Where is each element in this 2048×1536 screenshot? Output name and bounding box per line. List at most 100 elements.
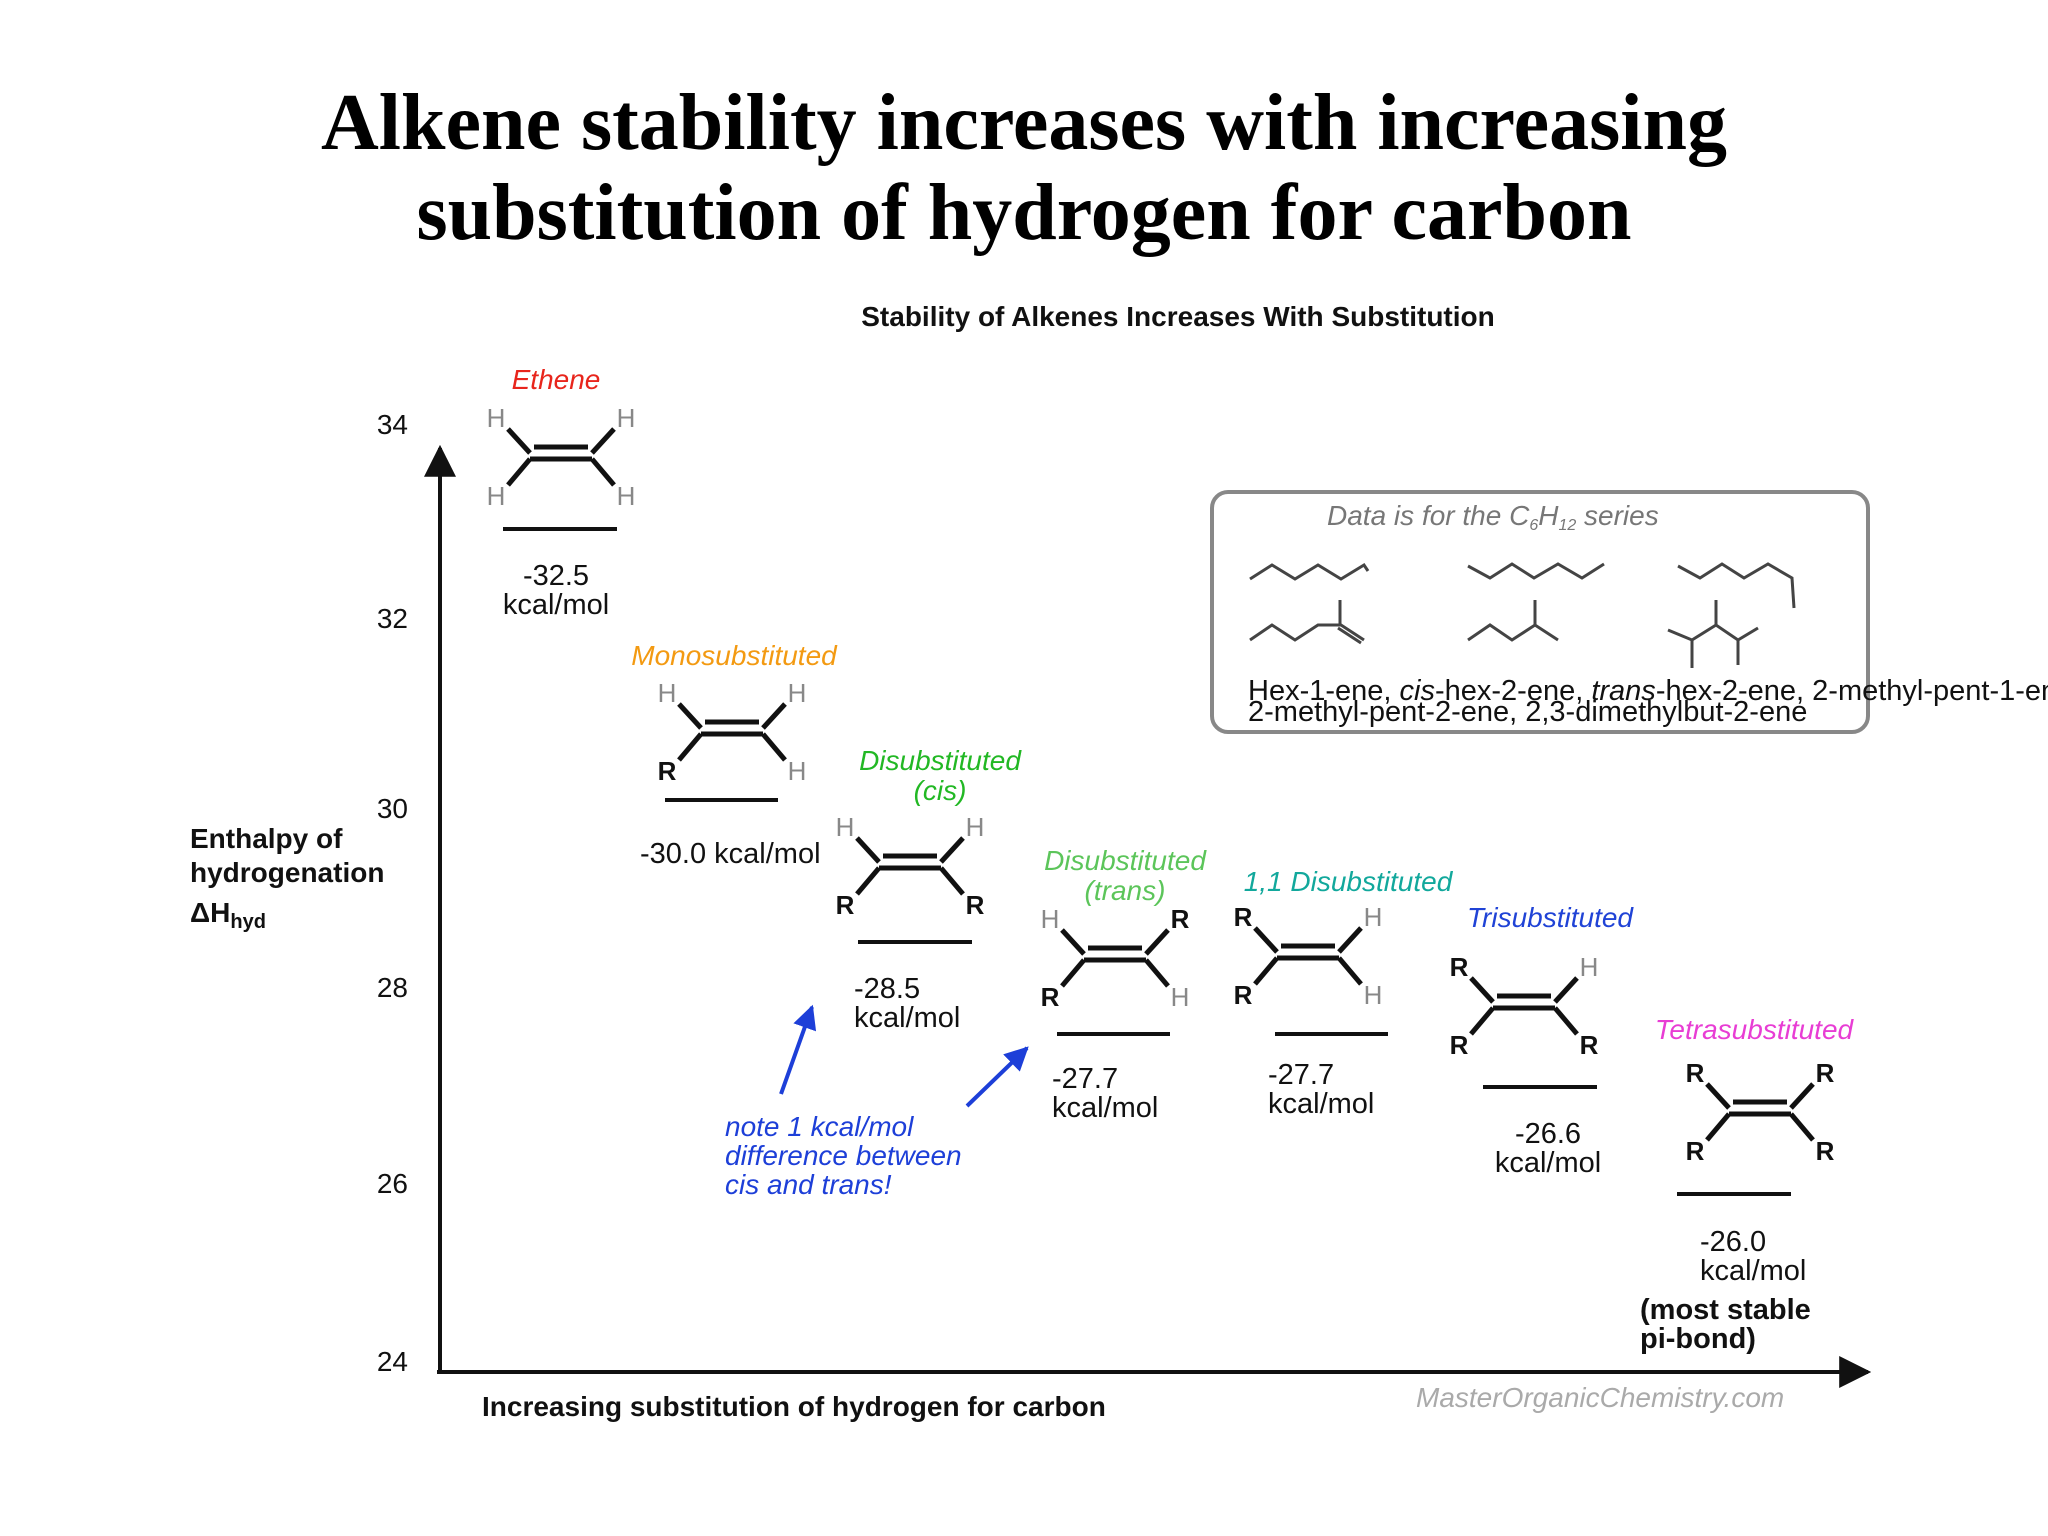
annotation-note-line: difference between xyxy=(725,1140,962,1171)
level-name: 1,1 Disubstituted xyxy=(1244,866,1454,897)
level-value: -27.7 xyxy=(1268,1059,1334,1091)
y-tick-label: 24 xyxy=(377,1346,408,1377)
level-name: Monosubstituted xyxy=(631,640,838,671)
hydrogen-atom: H xyxy=(836,812,855,842)
hydrogen-atom: H xyxy=(966,812,985,842)
substituent-bond xyxy=(939,836,965,864)
level-name: (trans) xyxy=(1085,875,1166,906)
x-axis-label: Increasing substitution of hydrogen for … xyxy=(482,1391,1106,1422)
watermark: MasterOrganicChemistry.com xyxy=(1416,1382,1784,1413)
r-group-atom: R xyxy=(966,890,985,920)
level-name: Disubstituted xyxy=(1044,845,1207,876)
substituent-bond xyxy=(1469,1006,1495,1036)
annotation-note-line: note 1 kcal/mol xyxy=(725,1111,914,1142)
slide-title-line-1: Alkene stability increases with increasi… xyxy=(321,79,1727,167)
inset-caption-line: 2-methyl-pent-2-ene, 2,3-dimethylbut-2-e… xyxy=(1248,696,1807,728)
y-axis-label-line-3: ΔHhyd xyxy=(190,897,266,933)
r-group-atom: R xyxy=(658,756,677,786)
level-value: kcal/mol xyxy=(854,1002,960,1034)
inset-title: Data is for the C6H12 series xyxy=(1327,500,1659,534)
y-tick-label: 34 xyxy=(377,409,408,440)
r-group-atom: R xyxy=(1041,982,1060,1012)
level-value: kcal/mol xyxy=(1700,1255,1806,1287)
hydrogen-atom: H xyxy=(1364,902,1383,932)
y-axis-label-subscript: hyd xyxy=(230,911,266,933)
substituent-bond xyxy=(1337,956,1363,986)
inset-skeletal-structure xyxy=(1677,562,1796,609)
r-group-atom: R xyxy=(1580,1030,1599,1060)
r-group-atom: R xyxy=(1234,980,1253,1010)
inset-skeletal-structure xyxy=(1467,562,1605,580)
inset-title-part: series xyxy=(1576,500,1658,531)
annotation-arrow-trans xyxy=(965,1046,1029,1108)
inset-title-part: H xyxy=(1538,500,1559,531)
level-name: Disubstituted xyxy=(859,745,1022,776)
y-tick-label: 28 xyxy=(377,972,408,1003)
level-name: Ethene xyxy=(512,364,601,395)
hydrogen-atom: H xyxy=(617,403,636,433)
r-group-atom: R xyxy=(1686,1136,1705,1166)
hydrogen-atom: H xyxy=(617,481,636,511)
r-group-atom: R xyxy=(1816,1136,1835,1166)
inset-border xyxy=(1210,490,1870,734)
energy-level-2: Monosubstituted H H R H -30.0 kcal/mol xyxy=(631,640,838,870)
substituent-bond xyxy=(1253,956,1279,986)
level-value: -27.7 xyxy=(1052,1063,1118,1095)
inset-caption-line: Hex-1-ene, cis-hex-2-ene, trans-hex-2-en… xyxy=(1248,675,2048,707)
substituent-bond xyxy=(939,866,965,896)
level-name: Tetrasubstituted xyxy=(1655,1014,1855,1045)
r-group-atom: R xyxy=(1816,1058,1835,1088)
level-value: -28.5 xyxy=(854,973,920,1005)
y-tick-label: 30 xyxy=(377,793,408,824)
level-value: kcal/mol xyxy=(1495,1147,1601,1179)
inset-title-subscript: 12 xyxy=(1558,517,1576,534)
hydrogen-atom: H xyxy=(1041,904,1060,934)
substituent-bond xyxy=(590,457,616,487)
substituent-bond xyxy=(1144,928,1170,956)
annotation-arrow-cis xyxy=(779,1004,817,1095)
hydrogen-atom: H xyxy=(1580,952,1599,982)
inset-caption-segment: -hex-2-ene, 2-methyl-pent-1-ene, xyxy=(1656,675,2048,707)
level-name: Trisubstituted xyxy=(1467,902,1634,933)
y-axis-label-line-2: hydrogenation xyxy=(190,857,384,888)
substituent-bond xyxy=(855,866,881,896)
hydrogen-atom: H xyxy=(487,403,506,433)
substituent-bond xyxy=(1789,1112,1815,1142)
y-tick-label: 32 xyxy=(377,603,408,634)
substituent-bond xyxy=(590,427,616,455)
level-value: -30.0 kcal/mol xyxy=(640,838,821,870)
hydrogen-atom: H xyxy=(788,756,807,786)
y-axis-label-line-1: Enthalpy of xyxy=(190,823,343,854)
level-value: kcal/mol xyxy=(1268,1088,1374,1120)
slide-title: Alkene stability increases with increasi… xyxy=(0,78,2048,258)
substituent-bond xyxy=(1553,976,1579,1004)
level-value: kcal/mol xyxy=(503,589,609,621)
substituent-bond xyxy=(1337,926,1363,954)
substituent-bond xyxy=(855,836,881,864)
substituent-bond xyxy=(506,427,532,455)
inset-caption-segment: cis xyxy=(1400,675,1435,707)
level-name: (cis) xyxy=(914,775,967,806)
r-group-atom: R xyxy=(1450,1030,1469,1060)
hydrogen-atom: H xyxy=(788,678,807,708)
inset-skeletal-structure xyxy=(1667,600,1759,668)
r-group-atom: R xyxy=(1234,902,1253,932)
level-value: -26.0 xyxy=(1700,1226,1766,1258)
r-group-atom: R xyxy=(1686,1058,1705,1088)
substituent-bond xyxy=(677,732,703,762)
inset-caption-segment: trans xyxy=(1591,675,1655,707)
r-group-atom: R xyxy=(836,890,855,920)
inset-caption-segment: 2-methyl-pent-2-ene, 2,3-dimethylbut-2-e… xyxy=(1248,696,1807,728)
chart-title: Stability of Alkenes Increases With Subs… xyxy=(861,301,1495,332)
slide-title-line-2: substitution of hydrogen for carbon xyxy=(416,169,1632,257)
substituent-bond xyxy=(1144,958,1170,988)
r-group-atom: R xyxy=(1171,904,1190,934)
inset-skeletal-structure xyxy=(1467,600,1559,642)
substituent-bond xyxy=(1553,1006,1579,1036)
inset-box: Data is for the C6H12 series Hex-1-ene, c… xyxy=(1210,490,2048,734)
